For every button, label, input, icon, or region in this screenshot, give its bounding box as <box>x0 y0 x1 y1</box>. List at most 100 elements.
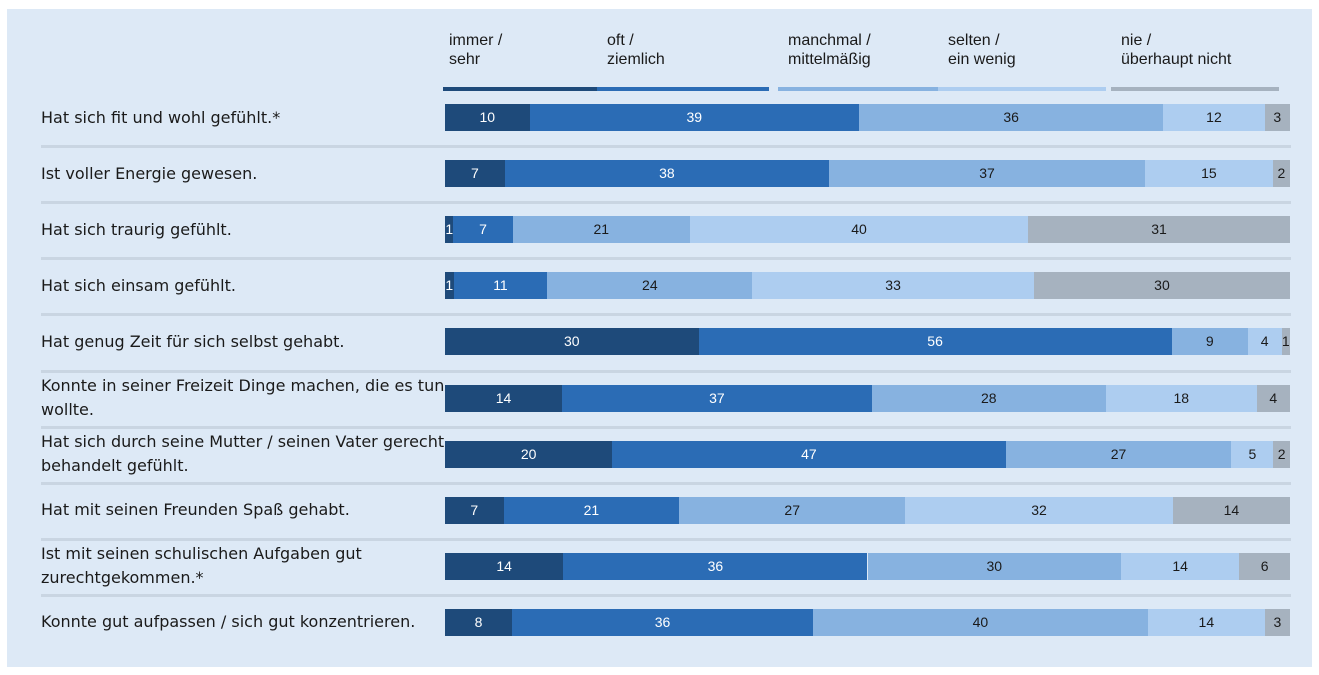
row-separator <box>41 145 1291 149</box>
stacked-bar: 1 11 24 33 30 <box>445 272 1290 300</box>
data-label: 28 <box>981 389 997 406</box>
row-separator <box>41 369 1291 373</box>
bar-segment: 6 <box>1239 552 1290 580</box>
stacked-bar: 10 39 36 12 3 <box>445 104 1290 131</box>
bar-segment: 47 <box>612 440 1006 468</box>
data-label: 3 <box>1273 109 1282 125</box>
bar-segment: 2 <box>1272 160 1290 188</box>
data-label: 36 <box>654 613 671 630</box>
bar-segment: 40 <box>690 216 1029 244</box>
row-separator <box>41 313 1291 317</box>
bar-segment: 40 <box>813 608 1148 636</box>
bar-segment: 31 <box>1028 216 1290 244</box>
category-label: Konnte gut aufpassen / sich gut konzentr… <box>41 612 416 632</box>
category-label: Hat sich einsam gefühlt. <box>41 275 236 295</box>
category-label: Hat genug Zeit für sich selbst gehabt. <box>41 331 345 351</box>
bar-segment: 36 <box>563 552 868 580</box>
data-label: 14 <box>1172 557 1188 574</box>
stacked-bar: 30 56 9 4 1 <box>445 328 1290 356</box>
bar-segment: 7 <box>453 216 513 244</box>
row-separator <box>41 257 1291 261</box>
data-label: 1 <box>445 221 454 238</box>
bar-segment: 28 <box>871 384 1106 412</box>
data-label: 40 <box>851 221 867 238</box>
row-separator <box>41 481 1291 485</box>
data-label: 2 <box>1277 165 1286 182</box>
data-label: 37 <box>709 389 725 406</box>
stacked-bar: 20 47 27 5 2 <box>445 440 1290 468</box>
bar-segment: 30 <box>445 328 699 356</box>
legend-swatch-1 <box>597 87 769 91</box>
data-label: 3 <box>1273 613 1282 630</box>
legend-entry-4: nie / überhaupt nicht <box>1121 32 1232 68</box>
bar-segment: 1 <box>1281 328 1290 356</box>
stacked-bar: 7 21 27 32 14 <box>445 496 1290 524</box>
bar-segment: 4 <box>1256 384 1290 412</box>
category-label: Ist mit seinen schulischen Aufgaben gut … <box>41 544 362 588</box>
data-label: 47 <box>801 445 817 462</box>
bar-segment: 37 <box>562 384 872 412</box>
bar-segment: 27 <box>679 496 906 524</box>
bar-segment: 10 <box>445 104 530 131</box>
category-label: Hat sich durch seine Mutter / seinen Vat… <box>41 432 445 476</box>
bar-segment: 37 <box>829 160 1145 188</box>
data-label: 14 <box>1198 613 1215 630</box>
chart-canvas: immer / sehr oft / ziemlich manchmal / mit… <box>7 9 1312 667</box>
data-label: 27 <box>784 501 800 518</box>
bar-segment: 8 <box>445 608 512 636</box>
bar-segment: 14 <box>1147 608 1265 636</box>
data-label: 11 <box>493 277 508 294</box>
data-label: 36 <box>1003 109 1019 125</box>
row-separator <box>41 593 1291 597</box>
legend-swatch-0 <box>443 87 603 91</box>
data-label: 24 <box>642 277 658 294</box>
data-label: 2 <box>1277 445 1286 462</box>
legend-swatch-2 <box>778 87 948 91</box>
data-label: 9 <box>1205 333 1214 350</box>
data-label: 40 <box>972 613 989 630</box>
bar-segment: 5 <box>1231 440 1274 468</box>
bar-segment: 32 <box>905 496 1173 524</box>
category-label: Hat sich traurig gefühlt. <box>41 219 232 239</box>
data-label: 7 <box>470 501 479 518</box>
data-label: 30 <box>563 333 580 350</box>
data-label: 1 <box>1281 333 1290 350</box>
data-label: 36 <box>707 557 724 574</box>
bar-segment: 56 <box>698 328 1172 356</box>
bar-segment: 14 <box>445 552 564 580</box>
bar-segment: 36 <box>859 104 1164 131</box>
bar-segment: 27 <box>1005 440 1232 468</box>
bar-segment: 7 <box>445 496 504 524</box>
data-label: 56 <box>927 333 943 350</box>
data-label: 15 <box>1201 165 1217 182</box>
bar-segment: 4 <box>1247 328 1282 356</box>
bar-segment: 30 <box>867 552 1121 580</box>
bar-segment: 15 <box>1144 160 1273 188</box>
legend-entry-3: selten / ein wenig <box>948 32 1016 68</box>
legend-entry-1: oft / ziemlich <box>607 32 665 68</box>
bar-segment: 20 <box>445 440 613 468</box>
data-label: 7 <box>470 165 479 182</box>
data-label: 30 <box>986 557 1003 574</box>
bar-segment: 14 <box>1121 552 1240 580</box>
bar-segment: 7 <box>445 160 505 188</box>
data-label: 38 <box>659 165 675 182</box>
data-label: 31 <box>1151 221 1167 238</box>
bar-segment: 24 <box>547 272 753 300</box>
data-label: 32 <box>1031 501 1047 518</box>
data-label: 30 <box>1154 277 1170 294</box>
category-label: Hat sich fit und wohl gefühlt.* <box>41 107 281 127</box>
stacked-bar: 14 37 28 18 4 <box>445 384 1290 412</box>
bar-segment: 14 <box>1172 496 1290 524</box>
data-label: 6 <box>1260 557 1269 574</box>
data-label: 20 <box>520 445 537 462</box>
data-label: 1 <box>445 277 454 294</box>
data-label: 21 <box>593 221 610 238</box>
data-label: 5 <box>1248 445 1257 462</box>
data-label: 14 <box>496 557 512 574</box>
bar-segment: 33 <box>752 272 1034 300</box>
bar-segment: 9 <box>1171 328 1248 356</box>
data-label: 33 <box>885 277 901 294</box>
bar-segment: 30 <box>1033 272 1290 300</box>
legend-swatch-4 <box>1111 87 1279 91</box>
